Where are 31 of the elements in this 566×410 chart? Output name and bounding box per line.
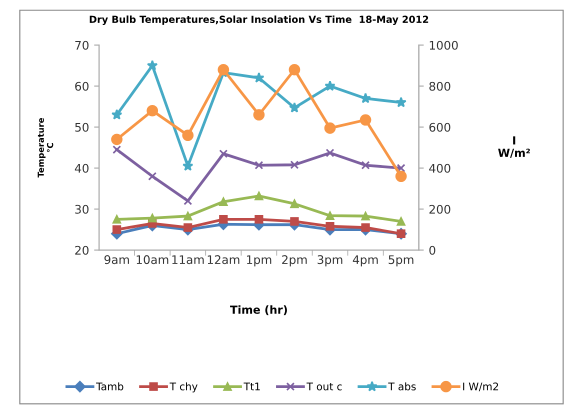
x-tick-label: 3pm <box>318 255 342 266</box>
y2-tick-label: 1000 <box>430 40 458 50</box>
x-tick-label: 9am <box>104 255 129 264</box>
y2-tick-label: 800 <box>429 82 450 91</box>
legend-label: T out c <box>306 382 342 390</box>
x-axis-title: Time (hr) <box>230 305 287 316</box>
y-tick-label: 60 <box>75 82 89 91</box>
x-tick-label: 11am <box>172 255 204 264</box>
x-tick-label: 12am <box>208 255 240 264</box>
legend-label: Tamb <box>96 382 124 390</box>
x-tick-label: 5pm <box>388 255 414 266</box>
chart-title: Dry Bulb Temperatures,Solar Insolation Vs Time 18-May 2012 <box>90 15 428 25</box>
x-tick-label: 4pm <box>352 255 378 266</box>
y2-tick-label: 600 <box>429 122 450 132</box>
legend-label: I W/m2 <box>463 382 498 392</box>
x-tick-label: 1pm <box>246 255 272 266</box>
y-tick-label: 20 <box>75 246 89 255</box>
y2-tick-label: 200 <box>429 204 450 214</box>
legend-label: Tt1 <box>244 382 260 390</box>
y2-tick-label: 0 <box>429 246 436 255</box>
x-tick-label: 10am <box>136 255 168 264</box>
legend-label: T chy <box>170 382 198 392</box>
x-tick-label: 2pm <box>282 255 307 266</box>
legend-label: T abs <box>388 382 416 390</box>
y-tick-label: 70 <box>75 40 89 50</box>
y-tick-label: 30 <box>75 204 89 214</box>
y-tick-label: 40 <box>74 164 89 173</box>
y-axis-title: Temperature °C <box>38 118 54 178</box>
y2-axis-title: I W/m² <box>498 136 530 158</box>
y2-tick-label: 400 <box>429 164 450 173</box>
y-tick-label: 50 <box>75 122 89 132</box>
